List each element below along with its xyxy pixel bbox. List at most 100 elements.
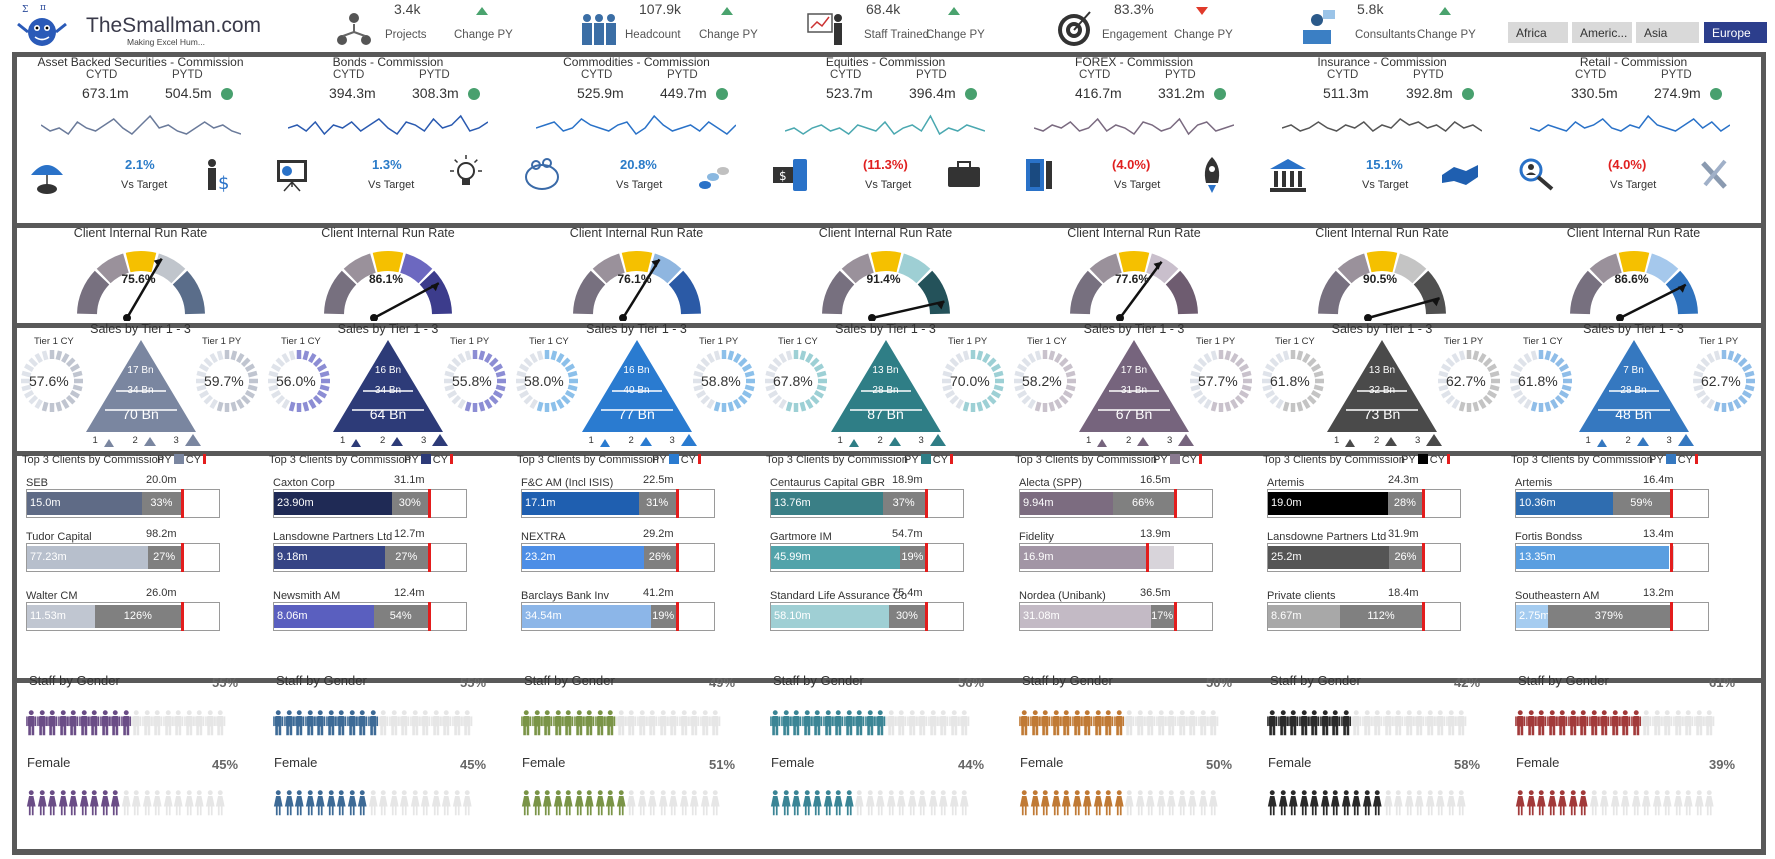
vs-target-percent: 15.1% — [1366, 157, 1403, 172]
tier-triangle-icon — [1677, 434, 1694, 447]
cytd-label: CYTD — [86, 69, 118, 81]
male-person-icon — [36, 710, 47, 736]
py-bar: 9.18m — [274, 546, 386, 569]
cytd-value: 394.3m — [329, 85, 376, 101]
male-person-icon — [801, 710, 812, 736]
sales-tier-panel: Sales by Tier 1 - 3 Tier 1 CY Tier 1 PY 61.… — [1506, 322, 1761, 451]
legend-py-label: PY — [1649, 454, 1664, 466]
female-percent: 44% — [958, 757, 985, 772]
py-bar: 23.90m — [274, 492, 393, 515]
staff-gender-title: Staff by Gender — [1022, 673, 1113, 688]
male-percent: 55% — [212, 675, 239, 690]
male-person-icon — [1092, 710, 1103, 736]
client-row[interactable]: Newsmith AM 12.4m 8.06m 54% — [264, 587, 512, 644]
female-person-icon — [616, 790, 626, 816]
client-row[interactable]: Lansdowne Partners Ltd 31.9m 25.2m 26% — [1258, 528, 1506, 585]
client-row[interactable]: F&C AM (Incl ISIS) 22.5m 17.1m 31% — [512, 474, 761, 531]
tier-number: 3 — [1415, 435, 1421, 446]
gauge-title: Client Internal Run Rate — [569, 226, 704, 240]
tier-cy-label: Tier 1 CY — [529, 336, 569, 347]
female-person-icon — [1124, 790, 1134, 816]
commission-bar: 31.08m 17% — [1019, 602, 1213, 631]
presentation-board-icon — [274, 155, 314, 195]
client-row[interactable]: SEB 20.0m 15.0m 33% — [17, 474, 264, 531]
male-person-icon — [1029, 710, 1040, 736]
client-row[interactable]: Fortis Bondss 13.4m 13.35m — [1506, 528, 1761, 585]
legend-py-swatch — [920, 454, 931, 464]
client-row[interactable]: Southeastern AM 13.2m 2.75m 379% — [1506, 587, 1761, 644]
cy-marker — [675, 489, 679, 518]
run-rate-gauge — [1318, 251, 1446, 321]
pytd-value: 449.7m — [660, 85, 707, 101]
female-percent: 45% — [460, 757, 487, 772]
male-person-icon — [430, 710, 441, 736]
kpi-label: Headcount — [625, 29, 681, 41]
run-rate-gauge — [1569, 251, 1698, 321]
top-clients-panel: Top 3 Clients by Commission PY CY Artemis 16… — [1506, 454, 1761, 678]
male-person-icon — [552, 710, 563, 736]
male-person-icon — [1515, 710, 1526, 736]
region-button-africa[interactable]: Africa — [1508, 22, 1568, 43]
tier-number: 1 — [92, 435, 98, 446]
client-row[interactable]: Tudor Capital 98.2m 77.23m 27% — [17, 528, 264, 585]
region-button-americ[interactable]: Americ... — [1572, 22, 1632, 43]
client-row[interactable]: Standard Life Assurance Co 75.4m 58.10m 30% — [761, 587, 1010, 644]
client-cy-value: 13.2m — [1643, 587, 1674, 599]
client-row[interactable]: Fidelity 13.9m 16.9m — [1010, 528, 1258, 585]
client-row[interactable]: Walter CM 26.0m 11.53m 126% — [17, 587, 264, 644]
client-row[interactable]: Private clients 18.4m 8.67m 112% — [1258, 587, 1506, 644]
cytd-value: 416.7m — [1075, 85, 1122, 101]
client-row[interactable]: Centaurus Capital GBR 18.9m 13.76m 37% — [761, 474, 1010, 531]
client-row[interactable]: Barclays Bank Inv 41.2m 34.54m 19% — [512, 587, 761, 644]
female-person-icon — [58, 790, 68, 816]
top-clients-title: Top 3 Clients by Commission — [22, 454, 164, 466]
male-person-icon — [1382, 710, 1393, 736]
top-clients-title: Top 3 Clients by Commission — [1511, 454, 1653, 466]
commission-bar: 10.36m 59% — [1515, 489, 1709, 518]
top-clients-legend: PY CY — [1649, 454, 1700, 466]
top-clients-title: Top 3 Clients by Commission — [1015, 454, 1157, 466]
cy-marker — [180, 602, 184, 631]
female-person-icon — [1093, 790, 1103, 816]
cy-marker — [924, 489, 928, 518]
cytd-value: 525.9m — [577, 85, 624, 101]
top-clients-panel: Top 3 Clients by Commission PY CY Alecta (S… — [1010, 454, 1258, 678]
py-bar: 13.35m — [1516, 546, 1670, 569]
svg-text:$: $ — [218, 173, 229, 194]
trend-up-icon — [721, 7, 733, 15]
client-row[interactable]: Gartmore IM 54.7m 45.99m 19% — [761, 528, 1010, 585]
male-person-icon — [357, 710, 368, 736]
client-row[interactable]: NEXTRA 29.2m 23.2m 26% — [512, 528, 761, 585]
region-button-europe[interactable]: Europe — [1704, 22, 1767, 43]
female-person-icon — [389, 790, 399, 816]
tier1-value: 17 Bn — [127, 365, 154, 376]
tier-number: 1 — [340, 435, 346, 446]
client-row[interactable]: Nordea (Unibank) 36.5m 31.08m 17% — [1010, 587, 1258, 644]
gauge-title: Client Internal Run Rate — [1067, 226, 1201, 240]
commission-sparkline — [41, 114, 241, 136]
gender-panel: Staff by Gender 49% Female 51% — [512, 673, 761, 849]
tier-cy-label: Tier 1 CY — [1275, 336, 1315, 347]
male-person-icon — [1403, 710, 1414, 736]
sales-tier-band: Sales by Tier 1 - 3 Tier 1 CY Tier 1 PY 57.… — [17, 322, 1761, 451]
client-row[interactable]: Artemis 16.4m 10.36m 59% — [1506, 474, 1761, 531]
vs-target-percent: (4.0%) — [1112, 157, 1151, 172]
client-row[interactable]: Caxton Corp 31.1m 23.90m 30% — [264, 474, 512, 531]
female-person-icon — [1652, 790, 1662, 816]
male-person-icon — [215, 710, 226, 736]
female-person-icon — [1320, 790, 1330, 816]
sales-tier-panel: Sales by Tier 1 - 3 Tier 1 CY Tier 1 PY 58.… — [1010, 322, 1258, 451]
male-icon-row — [521, 703, 721, 743]
female-person-icon — [595, 790, 605, 816]
client-row[interactable]: Artemis 24.3m 19.0m 28% — [1258, 474, 1506, 531]
client-row[interactable]: Alecta (SPP) 16.5m 9.94m 66% — [1010, 474, 1258, 531]
tier2-value: 31 Bn — [1120, 385, 1148, 396]
region-button-asia[interactable]: Asia — [1636, 22, 1699, 43]
male-person-icon — [1166, 710, 1177, 736]
client-row[interactable]: Lansdowne Partners Ltd 12.7m 9.18m 27% — [264, 528, 512, 585]
cy-marker — [1173, 602, 1177, 631]
male-percent: 61% — [1709, 675, 1736, 690]
tier-ring — [444, 350, 506, 412]
female-person-icon — [215, 790, 225, 816]
tier1-value: 13 Bn — [1368, 365, 1396, 376]
